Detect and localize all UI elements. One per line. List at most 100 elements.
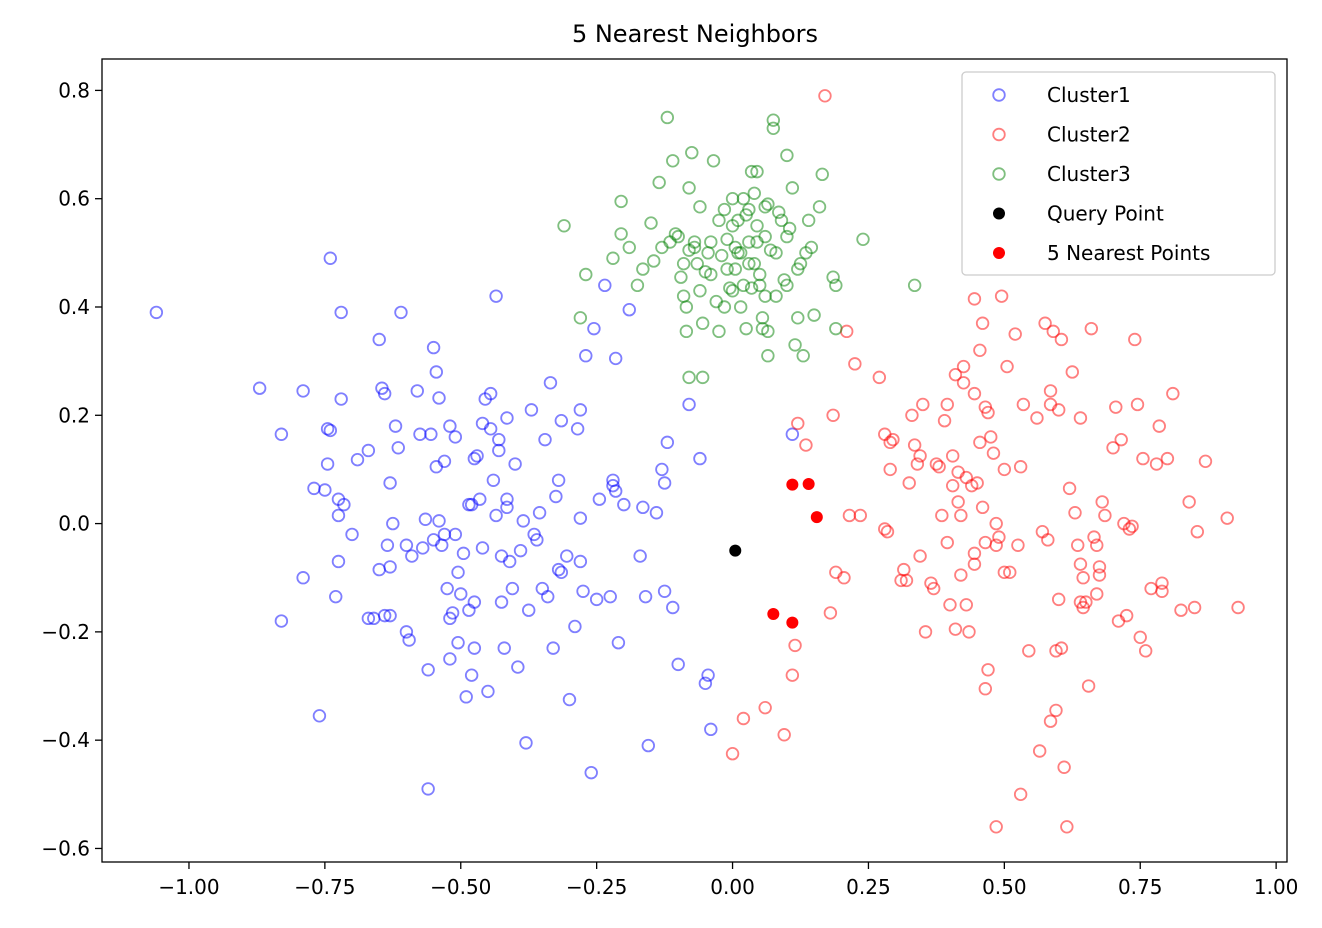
data-point xyxy=(500,492,514,506)
legend-label: Cluster1 xyxy=(1047,83,1131,107)
y-tick-label: 0.6 xyxy=(58,187,90,211)
data-point xyxy=(685,145,699,160)
data-point xyxy=(807,308,821,322)
legend-label: Cluster2 xyxy=(1047,123,1131,147)
data-point xyxy=(386,516,400,531)
data-point xyxy=(579,267,593,282)
data-point xyxy=(399,538,414,552)
data-point xyxy=(997,462,1012,477)
data-point xyxy=(638,589,653,604)
data-point xyxy=(742,202,756,217)
data-point xyxy=(671,657,685,672)
data-point xyxy=(785,668,800,682)
data-point xyxy=(418,512,433,526)
data-point xyxy=(473,492,487,506)
data-point xyxy=(448,527,463,542)
data-point xyxy=(940,535,954,550)
data-point xyxy=(788,338,802,352)
series-3 xyxy=(729,544,742,557)
data-point xyxy=(791,416,805,431)
data-point xyxy=(826,408,840,422)
data-point xyxy=(769,246,783,260)
data-point xyxy=(853,508,867,523)
data-point xyxy=(744,281,759,295)
data-point xyxy=(1190,525,1205,539)
data-point xyxy=(448,430,463,444)
data-point xyxy=(1051,403,1066,417)
data-point xyxy=(1046,324,1060,339)
data-point xyxy=(785,181,800,195)
data-point xyxy=(704,235,718,249)
data-point xyxy=(913,549,927,563)
data-point xyxy=(742,256,756,271)
data-point xyxy=(551,562,566,577)
data-point xyxy=(508,457,522,471)
data-point xyxy=(657,584,672,598)
data-point xyxy=(693,451,707,466)
data-point xyxy=(712,324,726,339)
data-point xyxy=(467,641,482,655)
data-point xyxy=(1062,481,1077,496)
data-point xyxy=(829,278,843,293)
data-point xyxy=(984,430,998,444)
data-point xyxy=(1220,511,1234,525)
data-point xyxy=(981,405,995,420)
data-point xyxy=(926,581,941,596)
data-point xyxy=(519,736,533,750)
data-point xyxy=(570,422,585,436)
data-point xyxy=(932,460,946,474)
data-point xyxy=(660,435,675,450)
data-point xyxy=(511,660,525,674)
data-point xyxy=(736,191,751,206)
data-point xyxy=(405,549,419,563)
data-point xyxy=(1125,519,1139,533)
x-tick-label: −1.00 xyxy=(158,875,219,899)
data-point xyxy=(725,219,740,233)
data-point xyxy=(606,251,620,265)
data-point xyxy=(636,500,650,515)
data-point xyxy=(1079,595,1093,609)
data-point xyxy=(736,711,751,726)
data-point xyxy=(967,546,982,561)
data-point xyxy=(758,229,772,244)
data-point xyxy=(312,709,327,723)
data-point xyxy=(761,197,775,211)
data-point xyxy=(679,300,694,314)
data-point xyxy=(1130,397,1145,412)
data-point xyxy=(350,452,365,467)
data-point xyxy=(975,500,990,515)
data-point xyxy=(323,251,338,265)
data-point xyxy=(451,565,465,580)
data-point xyxy=(445,606,460,620)
series-4 xyxy=(767,478,823,629)
data-point xyxy=(644,216,658,230)
data-point xyxy=(706,154,721,168)
data-point xyxy=(1187,600,1202,615)
legend-marker xyxy=(992,127,1006,142)
data-point xyxy=(554,414,569,428)
data-point xyxy=(978,682,993,696)
data-point xyxy=(826,270,840,284)
legend-label: Cluster3 xyxy=(1047,162,1131,186)
x-tick-label: −0.25 xyxy=(566,875,627,899)
data-point xyxy=(560,549,574,563)
data-point xyxy=(712,213,726,228)
x-tick-label: 0.00 xyxy=(710,875,755,899)
data-point xyxy=(1138,644,1153,658)
data-point xyxy=(902,476,916,490)
data-point xyxy=(761,324,775,339)
data-point xyxy=(383,560,397,574)
data-point xyxy=(647,254,661,268)
data-point xyxy=(1073,557,1088,571)
data-point xyxy=(690,256,704,271)
data-point xyxy=(886,432,900,447)
data-point xyxy=(470,449,484,463)
data-point xyxy=(1060,820,1074,834)
data-point xyxy=(611,636,626,650)
data-point xyxy=(1155,576,1169,590)
data-point xyxy=(541,589,555,604)
data-point xyxy=(750,164,764,179)
data-point xyxy=(456,546,471,561)
data-point xyxy=(334,305,348,320)
